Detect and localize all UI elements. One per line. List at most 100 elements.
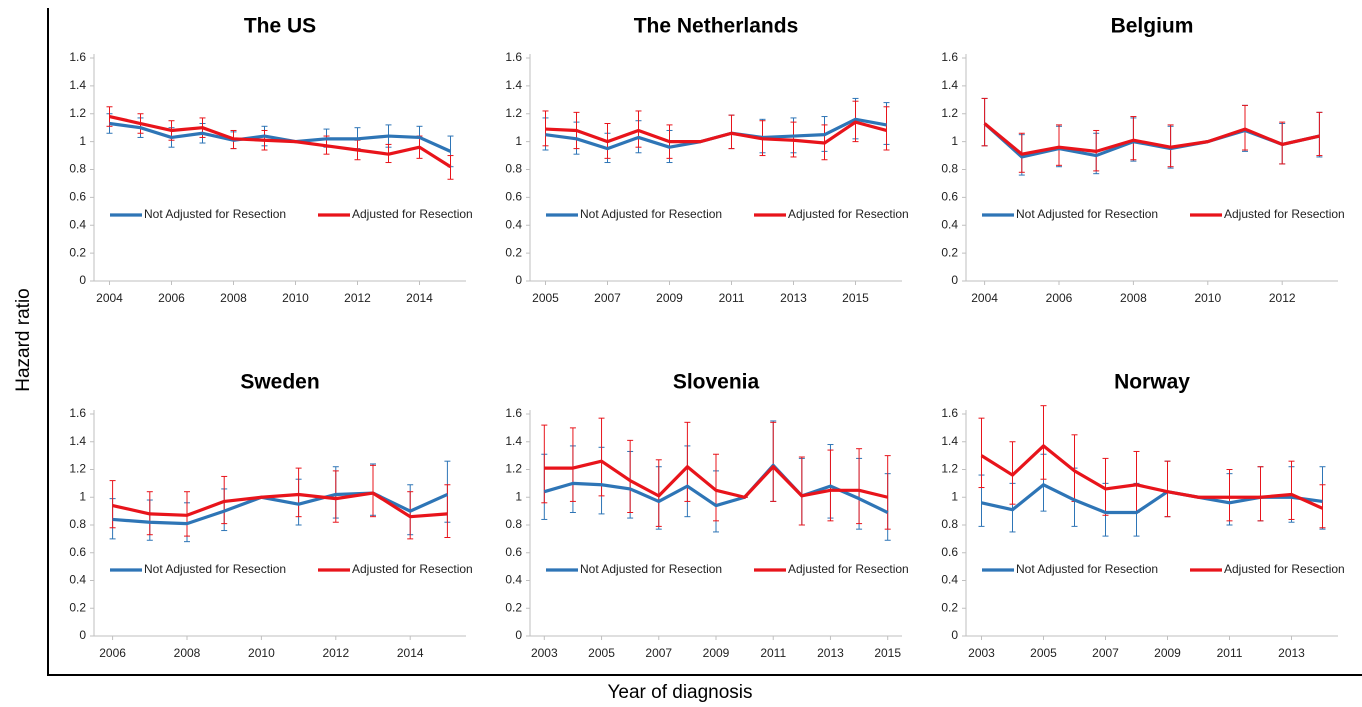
y-tick-label: 1.2: [505, 106, 522, 120]
y-tick-label: 1: [951, 489, 958, 503]
x-tick-label: 2006: [99, 646, 126, 660]
x-tick-label: 2003: [968, 646, 995, 660]
x-tick-label: 2010: [282, 291, 309, 305]
legend-label: Adjusted for Resection: [1224, 562, 1345, 576]
y-tick-label: 0: [79, 273, 86, 287]
y-tick-label: 0.8: [505, 517, 522, 531]
x-tick-label: 2012: [344, 291, 371, 305]
y-tick-label: 1.6: [941, 406, 958, 420]
y-tick-label: 0.6: [941, 545, 958, 559]
y-tick-label: 0.2: [505, 600, 522, 614]
y-tick-label: 1.2: [941, 106, 958, 120]
legend-label: Adjusted for Resection: [352, 562, 473, 576]
y-tick-label: 1.6: [941, 50, 958, 64]
x-tick-label: 2010: [1194, 291, 1221, 305]
y-tick-label: 1.4: [505, 434, 522, 448]
x-tick-label: 2014: [406, 291, 433, 305]
x-tick-label: 2011: [1217, 646, 1243, 660]
y-tick-label: 1.6: [505, 406, 522, 420]
y-tick-label: 0: [79, 628, 86, 642]
y-tick-label: 0.6: [69, 545, 86, 559]
x-tick-label: 2015: [874, 646, 901, 660]
y-tick-label: 1.2: [505, 462, 522, 476]
x-tick-label: 2006: [1046, 291, 1073, 305]
y-tick-label: 0.2: [941, 245, 958, 259]
series-line: [543, 463, 889, 514]
y-tick-label: 1.4: [69, 78, 86, 92]
y-tick-label: 1: [79, 489, 86, 503]
y-tick-label: 1.4: [69, 434, 86, 448]
x-tick-label: 2007: [1092, 646, 1119, 660]
y-tick-label: 0: [515, 628, 522, 642]
y-tick-label: 0.6: [69, 190, 86, 204]
x-tick-label: 2014: [397, 646, 424, 660]
legend-label: Not Adjusted for Resection: [1016, 207, 1158, 221]
y-tick-label: 1.6: [69, 406, 86, 420]
x-tick-label: 2015: [842, 291, 869, 305]
y-axis-label: Hazard ratio: [13, 288, 34, 392]
y-tick-label: 0.4: [69, 217, 86, 231]
x-tick-label: 2004: [96, 291, 123, 305]
y-tick-label: 0.4: [505, 573, 522, 587]
y-tick-label: 0.8: [69, 517, 86, 531]
y-tick-label: 0.8: [69, 162, 86, 176]
y-tick-label: 1.2: [941, 462, 958, 476]
legend-label: Adjusted for Resection: [788, 562, 909, 576]
x-tick-label: 2013: [817, 646, 844, 660]
y-tick-label: 0.2: [505, 245, 522, 259]
chart-title: The US: [244, 15, 316, 38]
y-tick-label: 1.6: [505, 50, 522, 64]
y-tick-label: 1.6: [69, 50, 86, 64]
y-tick-label: 0: [515, 273, 522, 287]
x-tick-label: 2012: [1269, 291, 1296, 305]
y-tick-label: 0.8: [505, 162, 522, 176]
series-line: [545, 120, 887, 145]
x-tick-label: 2007: [594, 291, 621, 305]
x-tick-label: 2007: [645, 646, 672, 660]
y-tick-label: 0.4: [69, 573, 86, 587]
legend-label: Not Adjusted for Resection: [580, 562, 722, 576]
x-tick-label: 2008: [1120, 291, 1147, 305]
y-tick-label: 1: [515, 489, 522, 503]
y-tick-label: 0: [951, 628, 958, 642]
y-tick-label: 1.2: [69, 106, 86, 120]
x-tick-label: 2009: [703, 646, 730, 660]
legend-label: Not Adjusted for Resection: [144, 207, 286, 221]
y-tick-label: 0: [951, 273, 958, 287]
y-tick-label: 1.4: [941, 78, 958, 92]
series-line: [980, 444, 1324, 510]
chart-title: The Netherlands: [634, 15, 799, 38]
series-line: [544, 459, 889, 499]
chart-title: Belgium: [1111, 15, 1194, 38]
x-tick-label: 2012: [322, 646, 349, 660]
x-tick-label: 2009: [1154, 646, 1181, 660]
x-tick-label: 2005: [532, 291, 559, 305]
x-tick-label: 2008: [174, 646, 201, 660]
y-tick-label: 0.6: [505, 545, 522, 559]
series-line: [983, 122, 1320, 156]
y-tick-label: 1: [515, 134, 522, 148]
legend-label: Not Adjusted for Resection: [580, 207, 722, 221]
y-tick-label: 0.4: [941, 217, 958, 231]
chart-title: Norway: [1114, 371, 1190, 394]
x-tick-label: 2005: [588, 646, 615, 660]
x-tick-label: 2011: [760, 646, 786, 660]
x-tick-label: 2013: [780, 291, 807, 305]
x-tick-label: 2008: [220, 291, 247, 305]
x-tick-label: 2011: [719, 291, 745, 305]
y-tick-label: 0.8: [941, 517, 958, 531]
y-tick-label: 0.8: [941, 162, 958, 176]
series-line: [112, 491, 448, 519]
y-tick-label: 1.2: [69, 462, 86, 476]
y-tick-label: 0.2: [941, 600, 958, 614]
legend-label: Adjusted for Resection: [352, 207, 473, 221]
y-tick-label: 1: [951, 134, 958, 148]
series-line: [109, 121, 452, 153]
y-tick-label: 1.4: [941, 434, 958, 448]
y-tick-label: 1: [79, 134, 86, 148]
x-tick-label: 2003: [531, 646, 558, 660]
y-tick-label: 1.4: [505, 78, 522, 92]
x-tick-label: 2013: [1278, 646, 1305, 660]
y-tick-label: 0.6: [941, 190, 958, 204]
